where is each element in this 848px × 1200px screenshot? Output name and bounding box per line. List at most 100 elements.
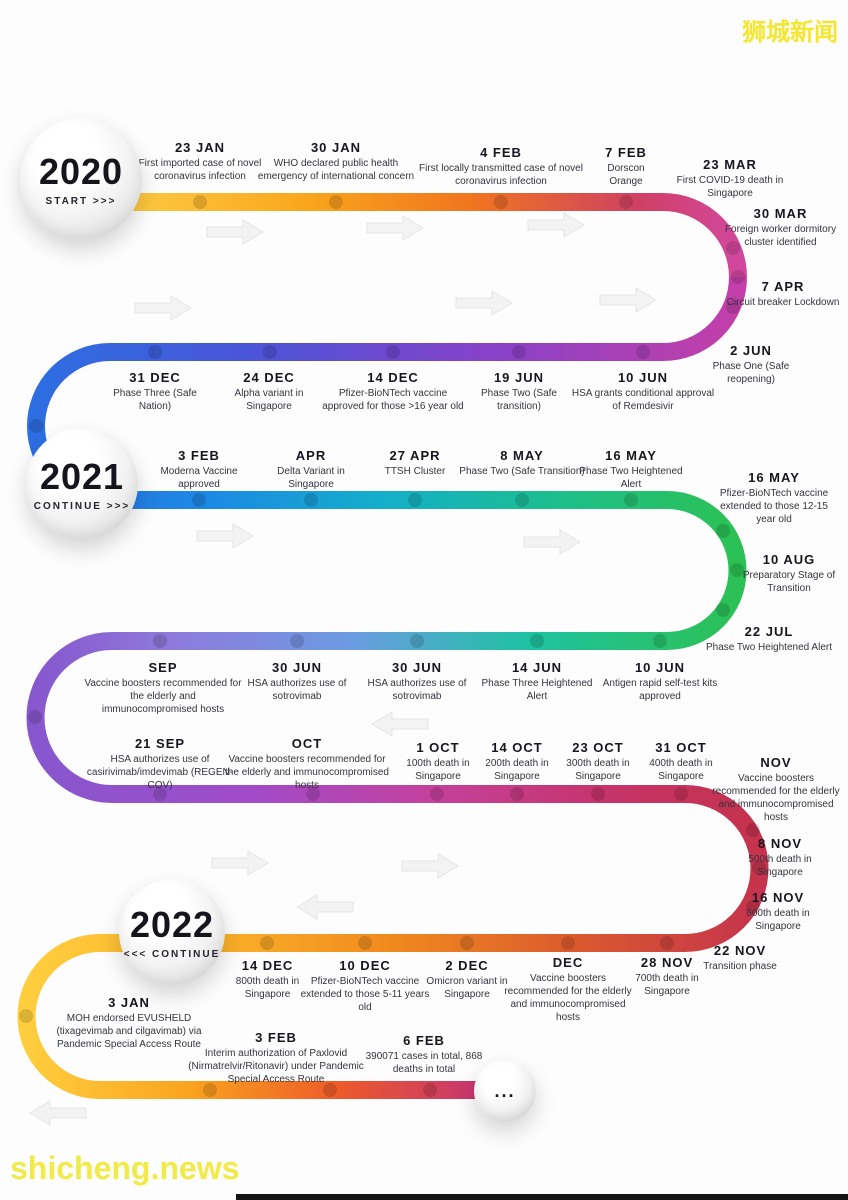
timeline-event: OCT Vaccine boosters recommended for the… (222, 736, 392, 792)
timeline-event: 16 NOV 600th death in Singapore (730, 890, 826, 933)
event-desc: Phase One (Safe reopening) (712, 361, 790, 385)
event-date: 1 OCT (416, 740, 460, 755)
event-date: 3 FEB (255, 1030, 297, 1045)
event-date: 23 JAN (174, 140, 226, 155)
timeline-event: 2 JUN Phase One (Safe reopening) (690, 343, 812, 386)
site-watermark-url: shicheng.news (10, 1150, 240, 1186)
event-desc: Dorscon Orange (607, 163, 645, 187)
event-desc: Omicron variant in Singapore (426, 976, 508, 1000)
event-date: 10 JUN (617, 370, 669, 385)
event-desc: Antigen rapid self-test kits approved (602, 678, 718, 702)
timeline-event: 7 APR Circuit breaker Lockdown (722, 279, 844, 309)
event-desc: First locally transmitted case of novel … (419, 163, 583, 187)
event-desc: First imported case of novel coronavirus… (138, 158, 262, 182)
event-desc: Delta Variant in Singapore (277, 466, 345, 490)
timeline-event: 31 DEC Phase Three (Safe Nation) (100, 370, 210, 413)
event-desc: Phase Three (Safe Nation) (113, 388, 197, 412)
event-desc: 390071 cases in total, 868 deaths in tot… (365, 1051, 483, 1075)
event-date: 30 JUN (391, 660, 443, 675)
timeline-event: 14 DEC 800th death in Singapore (220, 958, 315, 1001)
event-date: 8 MAY (500, 448, 544, 463)
event-date: 3 FEB (178, 448, 220, 463)
event-desc: HSA authorizes use of sotrovimab (247, 678, 347, 702)
event-date: 30 MAR (753, 206, 808, 221)
event-desc: Phase Two (Safe Transition) (459, 466, 585, 477)
event-desc: 500th death in Singapore (748, 854, 812, 878)
event-date: 10 DEC (339, 958, 391, 973)
event-desc: 200th death in Singapore (485, 758, 549, 782)
year-marker-2020: 2020 START >>> (20, 118, 142, 240)
event-desc: Vaccine boosters recommended for the eld… (225, 754, 389, 791)
timeline-event: 30 JUN HSA authorizes use of sotrovimab (357, 660, 477, 703)
timeline-event: 3 FEB Moderna Vaccine approved (144, 448, 254, 491)
event-date: 27 APR (389, 448, 441, 463)
year-marker-2022: 2022 <<< CONTINUE (119, 879, 225, 985)
event-date: 14 OCT (491, 740, 543, 755)
event-date: 10 AUG (762, 552, 816, 567)
event-desc: HSA authorizes use of casirivimab/imdevi… (86, 754, 234, 791)
year-sub-2021: CONTINUE >>> (33, 501, 131, 512)
event-desc: 700th death in Singapore (635, 973, 699, 997)
event-desc: First COVID-19 death in Singapore (676, 175, 784, 199)
event-desc: 300th death in Singapore (566, 758, 630, 782)
event-desc: Moderna Vaccine approved (160, 466, 238, 490)
timeline-event: 19 JUN Phase Two (Safe transition) (459, 370, 579, 413)
event-desc: HSA grants conditional approval of Remde… (571, 388, 715, 412)
event-date: 7 FEB (605, 145, 647, 160)
ribbon-path (17, 193, 769, 1099)
event-desc: Phase Two (Safe transition) (481, 388, 557, 412)
event-desc: WHO declared public health emergency of … (257, 158, 415, 182)
event-desc: Alpha variant in Singapore (234, 388, 304, 412)
event-desc: 600th death in Singapore (746, 908, 810, 932)
event-date: APR (295, 448, 327, 463)
event-desc: 400th death in Singapore (649, 758, 713, 782)
event-date: 7 APR (761, 279, 805, 294)
bottom-divider-bar (236, 1194, 848, 1200)
timeline-continues-marker: ... (474, 1060, 536, 1122)
timeline-event: 23 OCT 300th death in Singapore (556, 740, 640, 783)
timeline-event: 30 JUN HSA authorizes use of sotrovimab (237, 660, 357, 703)
event-desc: Pfizer-BioNTech vaccine extended to thos… (300, 976, 430, 1013)
event-date: 24 DEC (243, 370, 295, 385)
event-desc: TTSH Cluster (384, 466, 446, 477)
event-desc: Phase Three Heightened Alert (481, 678, 593, 702)
timeline-event: 30 JAN WHO declared public health emerge… (256, 140, 416, 183)
event-desc: Transition phase (703, 961, 777, 972)
timeline-event: APR Delta Variant in Singapore (256, 448, 366, 491)
timeline-event: 8 NOV 500th death in Singapore (732, 836, 828, 879)
timeline-event: 14 DEC Pfizer-BioNTech vaccine approved … (318, 370, 468, 413)
timeline-event: 31 OCT 400th death in Singapore (639, 740, 723, 783)
event-date: 2 DEC (445, 958, 489, 973)
background-arrow-decorations (29, 212, 657, 1126)
event-date: 19 JUN (493, 370, 545, 385)
event-date: 8 NOV (757, 836, 802, 851)
event-date: 14 DEC (241, 958, 294, 973)
event-date: DEC (552, 955, 584, 970)
event-date: 30 JUN (271, 660, 323, 675)
event-desc: Vaccine boosters recommended for the eld… (712, 773, 840, 823)
year-label-2021: 2021 (39, 456, 125, 497)
event-date: 22 JUL (744, 624, 794, 639)
timeline-event: 4 FEB First locally transmitted case of … (418, 145, 584, 188)
event-desc: HSA authorizes use of sotrovimab (367, 678, 467, 702)
event-date: 28 NOV (640, 955, 694, 970)
event-desc: Interim authorization of Paxlovid (Nirma… (188, 1048, 364, 1085)
timeline-event: 30 MAR Foreign worker dormitory cluster … (723, 206, 838, 249)
event-date: 14 JUN (511, 660, 563, 675)
timeline-event: 23 JAN First imported case of novel coro… (115, 140, 285, 183)
event-desc: Vaccine boosters recommended for the eld… (84, 678, 242, 715)
event-date: 23 MAR (703, 157, 757, 172)
event-desc: 800th death in Singapore (235, 976, 300, 1000)
event-date: 16 MAY (605, 448, 657, 463)
event-date: 2 JUN (730, 343, 772, 358)
event-date: 14 DEC (367, 370, 419, 385)
event-desc: Preparatory Stage of Transition (742, 570, 836, 594)
event-desc: MOH endorsed EVUSHELD (tixagevimab and c… (56, 1013, 202, 1050)
timeline-event: 10 DEC Pfizer-BioNTech vaccine extended … (300, 958, 430, 1014)
timeline-event: 14 JUN Phase Three Heightened Alert (477, 660, 597, 703)
event-date: 10 JUN (634, 660, 686, 675)
event-date: 23 OCT (572, 740, 624, 755)
timeline-event: 23 MAR First COVID-19 death in Singapore (670, 157, 790, 200)
